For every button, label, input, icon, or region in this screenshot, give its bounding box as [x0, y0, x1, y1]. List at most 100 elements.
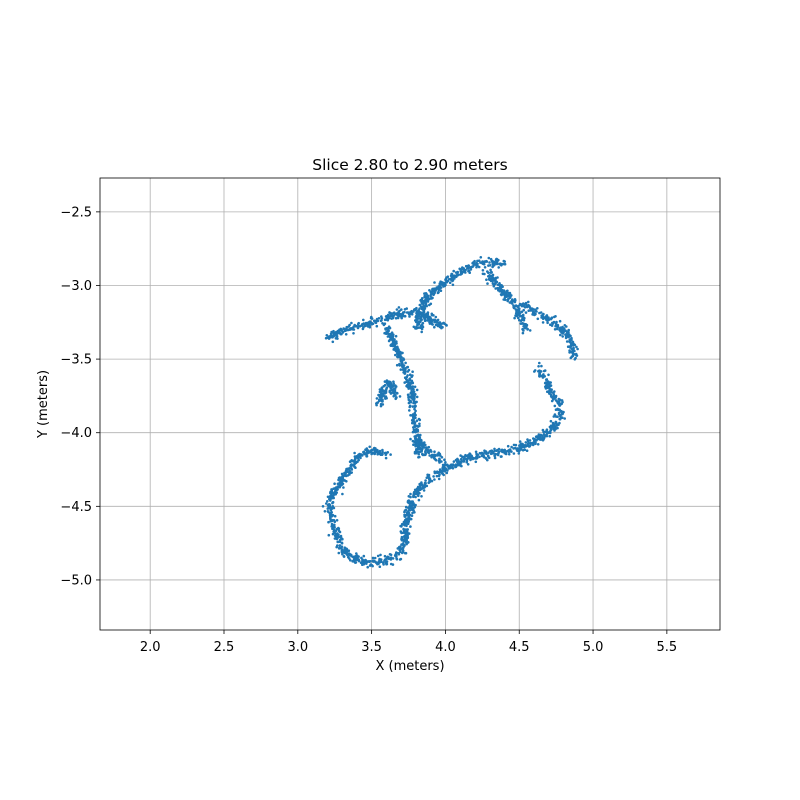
data-point	[536, 443, 540, 446]
data-point	[412, 443, 415, 447]
data-point	[501, 450, 504, 453]
data-point	[455, 464, 459, 467]
data-point	[468, 452, 472, 456]
data-point	[533, 370, 536, 373]
data-point	[408, 315, 411, 318]
data-point	[514, 304, 518, 307]
data-point	[416, 313, 420, 317]
data-point	[397, 306, 401, 309]
data-point	[429, 317, 432, 320]
data-point	[335, 545, 339, 549]
data-point	[498, 284, 502, 288]
data-point	[416, 446, 420, 449]
x-axis-label: X (meters)	[375, 659, 444, 674]
data-point	[370, 322, 374, 326]
data-point	[407, 500, 411, 504]
data-point	[512, 447, 515, 450]
data-point	[369, 563, 373, 566]
data-point	[503, 262, 507, 266]
data-point	[395, 312, 398, 316]
data-point	[450, 272, 454, 276]
data-point	[470, 455, 474, 459]
data-point	[421, 453, 425, 457]
data-point	[413, 414, 416, 418]
data-point	[573, 349, 576, 353]
data-point	[466, 267, 469, 270]
data-point	[367, 560, 371, 563]
data-point	[466, 463, 470, 466]
data-point	[462, 457, 466, 461]
data-point	[389, 453, 392, 456]
data-point	[469, 458, 472, 462]
data-point	[412, 426, 415, 429]
data-point	[350, 459, 354, 462]
data-point	[399, 368, 403, 371]
data-point	[393, 338, 396, 341]
data-point	[424, 304, 428, 308]
data-point	[379, 404, 383, 408]
data-point	[559, 329, 562, 333]
data-point	[568, 339, 571, 343]
data-point	[486, 282, 489, 285]
data-point	[499, 286, 503, 290]
data-point	[504, 291, 507, 295]
data-point	[335, 535, 338, 539]
data-point	[421, 325, 425, 329]
data-point	[510, 299, 514, 303]
data-point	[357, 453, 360, 457]
data-point	[411, 398, 415, 401]
data-point	[338, 546, 341, 549]
data-point	[576, 347, 579, 351]
data-point	[396, 547, 400, 550]
data-point	[507, 291, 510, 295]
data-point	[427, 445, 431, 449]
data-point	[564, 336, 568, 340]
data-point	[528, 439, 532, 442]
data-point	[389, 344, 393, 347]
data-point	[366, 565, 370, 569]
data-point	[560, 410, 564, 414]
data-point	[420, 487, 423, 490]
data-point	[381, 322, 384, 325]
data-point	[491, 282, 495, 285]
data-point	[493, 456, 497, 460]
data-point	[386, 383, 390, 386]
y-tick-label: −5.0	[60, 573, 92, 588]
data-point	[386, 318, 390, 322]
data-point	[377, 561, 380, 565]
data-point	[523, 448, 527, 452]
data-point	[430, 450, 433, 453]
data-point	[344, 474, 348, 478]
data-point	[332, 334, 336, 338]
data-point	[386, 316, 390, 319]
data-point	[380, 319, 383, 322]
data-point	[407, 398, 411, 402]
data-point	[411, 392, 415, 395]
data-point	[342, 555, 346, 558]
data-point	[565, 331, 569, 335]
data-point	[503, 260, 507, 263]
data-point	[395, 308, 399, 311]
data-point	[406, 522, 410, 525]
data-point	[415, 395, 419, 399]
data-point	[459, 273, 462, 276]
data-point	[329, 506, 333, 510]
data-point	[425, 446, 428, 449]
data-point	[411, 405, 415, 408]
chart-title: Slice 2.80 to 2.90 meters	[312, 156, 508, 174]
data-point	[410, 313, 414, 316]
data-point	[348, 553, 352, 557]
data-point	[423, 292, 426, 295]
data-point	[519, 444, 522, 447]
data-point	[341, 552, 344, 556]
data-point	[557, 408, 561, 411]
data-point	[475, 265, 478, 269]
data-point	[400, 308, 403, 311]
data-point	[508, 293, 512, 297]
data-point	[412, 418, 415, 421]
data-point	[548, 381, 552, 384]
data-point	[531, 313, 534, 316]
data-point	[340, 549, 344, 553]
data-point	[454, 271, 458, 274]
x-tick-label: 3.5	[361, 640, 382, 655]
